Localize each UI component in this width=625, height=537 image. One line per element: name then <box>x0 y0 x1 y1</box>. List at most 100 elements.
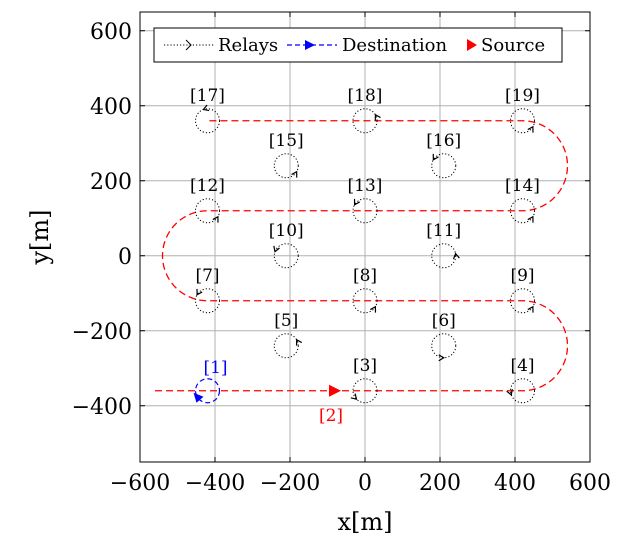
relay-circle <box>273 333 299 359</box>
relay-label: [8] <box>353 266 377 286</box>
relay-node: [13] <box>348 176 383 224</box>
relay-node: [19] <box>505 86 540 134</box>
source-node: [2] <box>319 384 343 426</box>
relay-label: [17] <box>190 86 225 106</box>
relay-node: [6] <box>431 311 457 362</box>
relay-label: [3] <box>353 356 377 376</box>
relay-node: [9] <box>510 266 535 314</box>
relay-circle <box>195 288 220 314</box>
relay-label: [18] <box>348 86 383 106</box>
relay-node: [14] <box>505 176 540 224</box>
x-tick-label: −400 <box>185 471 245 496</box>
relay-arrow <box>452 252 460 260</box>
legend-arrow-relays <box>185 39 192 51</box>
x-axis-label: x[m] <box>337 508 392 536</box>
relay-arrow <box>295 338 303 346</box>
relay-circle <box>431 333 457 359</box>
relay-arrow <box>353 198 360 206</box>
grid-lines <box>139 12 591 462</box>
relay-circle <box>431 243 457 269</box>
relay-arrow <box>506 389 513 396</box>
relay-arrow <box>291 170 298 178</box>
relay-circle <box>431 153 457 179</box>
relay-circle <box>273 243 299 269</box>
y-tick-label: −200 <box>72 320 132 345</box>
y-axis-label: y[m] <box>26 209 54 265</box>
relay-node: [7] <box>195 266 220 314</box>
relay-arrow <box>196 288 203 296</box>
y-tick-label: 200 <box>90 170 132 195</box>
source-label: [2] <box>319 406 343 426</box>
relay-node: [12] <box>190 176 225 224</box>
relay-circle <box>273 153 299 179</box>
relay-circle <box>510 108 535 134</box>
relay-label: [9] <box>510 266 534 286</box>
destination-circle <box>194 378 221 404</box>
x-tick-label: 600 <box>569 471 611 496</box>
relay-label: [10] <box>269 221 304 241</box>
relay-label: [7] <box>195 266 219 286</box>
relay-circle <box>352 198 378 224</box>
relay-arrow <box>438 354 445 362</box>
relay-arrow <box>273 245 280 253</box>
destination-node: [1] <box>193 358 228 404</box>
relay-label: [19] <box>505 86 540 106</box>
relay-node: [15] <box>269 131 304 179</box>
relay-label: [12] <box>190 176 225 196</box>
relay-label: [14] <box>505 176 540 196</box>
relay-node: [16] <box>426 131 461 179</box>
x-tick-label: 400 <box>494 471 536 496</box>
relay-circle <box>352 378 378 404</box>
legend-entry-relays: Relays <box>164 35 278 56</box>
legend-marker-source <box>467 39 477 51</box>
relay-node: [5] <box>273 311 303 359</box>
y-tick-label: 600 <box>90 20 132 45</box>
relay-label: [13] <box>348 176 383 196</box>
relay-node: [3] <box>350 356 378 404</box>
relay-arrow <box>527 215 534 223</box>
relay-circle <box>352 288 378 314</box>
relay-route-path <box>155 120 569 392</box>
relay-arrow <box>370 305 377 313</box>
legend-label-source: Source <box>481 35 545 56</box>
relay-node: [10] <box>269 221 304 269</box>
x-tick-label: −200 <box>260 471 320 496</box>
relay-circle <box>510 378 535 404</box>
y-tick-label: 0 <box>118 245 132 270</box>
source-marker <box>329 384 341 397</box>
relay-arrow <box>350 393 358 401</box>
y-tick-label: 400 <box>90 95 132 120</box>
x-tick-label: 200 <box>419 471 461 496</box>
x-tick-label: −600 <box>110 471 170 496</box>
relay-arrow <box>432 153 439 161</box>
relay-arrow <box>527 125 534 133</box>
y-tick-label: −400 <box>72 395 132 420</box>
relay-circle <box>510 198 535 224</box>
destination-label: [1] <box>203 358 227 378</box>
relay-label: [16] <box>426 131 461 151</box>
relay-node: [4] <box>506 356 535 404</box>
relay-node: [11] <box>426 221 461 269</box>
route-path-line <box>155 120 569 392</box>
legend-box <box>153 27 563 63</box>
legend-label-relays: Relays <box>218 35 278 56</box>
legend-entry-destination: Destination <box>287 35 447 56</box>
relay-arrow <box>527 305 534 313</box>
x-tick-label: 0 <box>358 471 372 496</box>
relay-circle <box>195 198 220 224</box>
relay-circle <box>195 108 220 134</box>
relay-node: [17] <box>190 86 225 134</box>
relay-label: [4] <box>510 356 534 376</box>
node-markers: [3] [4] [5] [6] [7] [8] [9] [10] [11] [12] [13] [14… <box>190 86 540 426</box>
legend-arrow-destination <box>305 40 315 50</box>
relay-arrow <box>202 104 210 112</box>
relay-circle <box>352 108 378 134</box>
axis-ticks: −600 −400 −200 0 200 400 600 −400 −200 0 200 400 600 <box>72 12 611 496</box>
relay-node: [18] <box>348 86 383 134</box>
relay-circle <box>510 288 535 314</box>
legend-label-destination: Destination <box>342 35 447 56</box>
legend: Relays Destination Source <box>153 27 563 63</box>
relay-label: [5] <box>274 311 298 331</box>
legend-entry-source: Source <box>467 35 545 56</box>
